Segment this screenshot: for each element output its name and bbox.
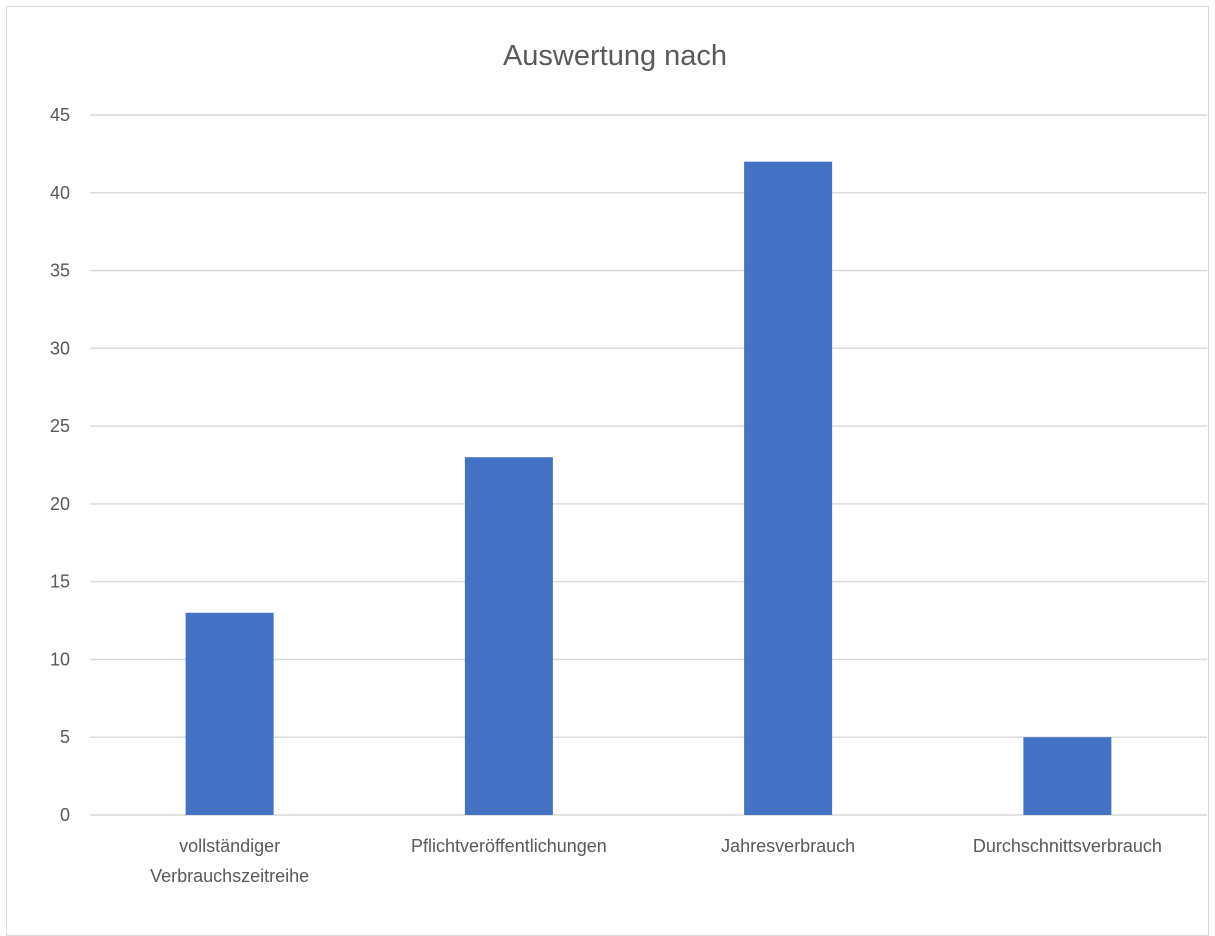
bar: [1023, 737, 1112, 815]
bar: [744, 161, 833, 815]
bar: [185, 612, 274, 815]
y-tick-label: 5: [60, 727, 70, 747]
x-category-label-line: Verbrauchszeitreihe: [150, 866, 309, 886]
y-tick-label: 15: [50, 572, 70, 592]
y-tick-label: 20: [50, 494, 70, 514]
y-tick-label: 10: [50, 649, 70, 669]
bars: [185, 161, 1112, 815]
x-category-label: Pflichtveröffentlichungen: [411, 836, 607, 856]
x-category-label-line: vollständiger: [179, 836, 280, 856]
y-tick-label: 30: [50, 338, 70, 358]
y-tick-label: 40: [50, 183, 70, 203]
x-category-label-line: Jahresverbrauch: [721, 836, 855, 856]
y-axis: 0 5 10 15 20 25 30 35 40 45: [50, 105, 70, 825]
y-tick-label: 35: [50, 261, 70, 281]
y-tick-label: 45: [50, 105, 70, 125]
x-category-label: Durchschnittsverbrauch: [973, 836, 1162, 856]
y-tick-label: 25: [50, 416, 70, 436]
x-category-label-line: Durchschnittsverbrauch: [973, 836, 1162, 856]
chart-title: Auswertung nach: [503, 40, 727, 72]
gridlines: [90, 114, 1207, 816]
bar-chart: Auswertung nach 0 5 10 15 20 25 30 35 40 45 volls…: [50, 40, 1207, 886]
bar: [464, 457, 553, 815]
y-tick-label: 0: [60, 805, 70, 825]
x-category-label: vollständiger Verbrauchszeitreihe: [150, 836, 309, 886]
x-category-label: Jahresverbrauch: [721, 836, 855, 856]
x-axis: vollständiger Verbrauchszeitreihe Pflichtv…: [150, 836, 1162, 886]
x-category-label-line: Pflichtveröffentlichungen: [411, 836, 607, 856]
